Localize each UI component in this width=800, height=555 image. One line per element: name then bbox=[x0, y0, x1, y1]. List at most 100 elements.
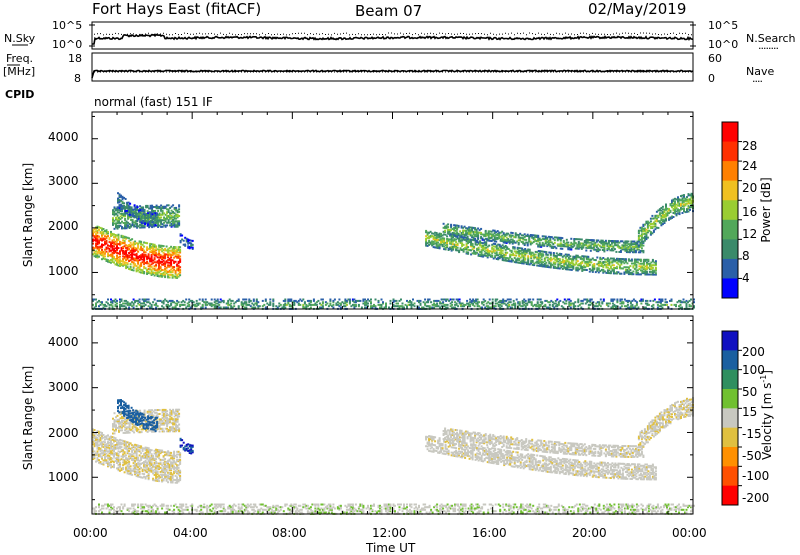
power-cell bbox=[477, 299, 479, 301]
power-cell bbox=[577, 260, 579, 262]
power-cell bbox=[478, 301, 480, 303]
freq-frame bbox=[92, 53, 693, 81]
power-cell bbox=[179, 274, 181, 276]
power-cell bbox=[436, 303, 438, 305]
power-cell bbox=[178, 208, 180, 210]
power-cell bbox=[381, 299, 383, 301]
power-cell bbox=[516, 299, 518, 301]
power-cell bbox=[647, 259, 649, 261]
power-cell bbox=[484, 300, 486, 302]
power-cell bbox=[332, 304, 334, 306]
power-cell bbox=[145, 304, 147, 306]
power-cell bbox=[107, 235, 109, 237]
power-cell bbox=[116, 300, 118, 302]
power-cell bbox=[95, 299, 97, 301]
velocity-cell bbox=[101, 432, 103, 434]
power-cell bbox=[130, 263, 132, 265]
power-cell bbox=[265, 299, 267, 301]
power-cell bbox=[631, 259, 633, 261]
power-cell bbox=[613, 264, 615, 266]
power-cell bbox=[113, 262, 115, 264]
power-cell bbox=[284, 307, 286, 309]
power-cell bbox=[304, 301, 306, 303]
power-cell bbox=[553, 252, 555, 254]
power-cell bbox=[529, 249, 531, 251]
power-cell bbox=[113, 245, 115, 247]
power-cell bbox=[457, 247, 459, 249]
power-cell bbox=[375, 299, 377, 301]
power-cell bbox=[412, 299, 414, 301]
power-cell bbox=[467, 252, 469, 254]
power-cell bbox=[661, 307, 663, 309]
power-cell bbox=[185, 299, 187, 301]
power-cell bbox=[598, 267, 600, 269]
power-cell bbox=[125, 198, 127, 200]
power-cell bbox=[355, 304, 357, 306]
power-cell bbox=[192, 247, 194, 249]
power-cell bbox=[481, 307, 483, 309]
power-cell bbox=[649, 300, 651, 302]
power-cell bbox=[223, 300, 225, 302]
power-cell bbox=[113, 256, 115, 258]
power-cell bbox=[173, 266, 175, 268]
power-cell bbox=[683, 208, 685, 210]
power-cell bbox=[179, 258, 181, 260]
power-cell bbox=[616, 299, 618, 301]
power-cell bbox=[491, 255, 493, 257]
power-cell bbox=[125, 307, 127, 309]
velocity-cell bbox=[133, 449, 135, 451]
power-cell bbox=[547, 254, 549, 256]
velocity-cell bbox=[128, 461, 130, 463]
power-cell bbox=[145, 251, 147, 253]
power-cell bbox=[130, 242, 132, 244]
power-cell bbox=[537, 235, 539, 237]
power-cell bbox=[640, 303, 642, 305]
velocity-cell bbox=[131, 474, 133, 476]
power-cell bbox=[250, 300, 252, 302]
power-cell bbox=[154, 210, 156, 212]
power-cell bbox=[554, 239, 556, 241]
power-cell bbox=[665, 204, 667, 206]
power-cell bbox=[118, 247, 120, 249]
power-cell bbox=[514, 246, 516, 248]
power-cell bbox=[101, 301, 103, 303]
power-cell bbox=[316, 304, 318, 306]
velocity-cell bbox=[103, 434, 105, 436]
power-cell bbox=[155, 303, 157, 305]
power-cell bbox=[640, 259, 642, 261]
power-cell bbox=[540, 299, 542, 301]
power-cell bbox=[193, 301, 195, 303]
power-cell bbox=[675, 304, 677, 306]
power-cell bbox=[691, 193, 693, 195]
velocity-cell bbox=[119, 462, 121, 464]
power-cell bbox=[641, 247, 643, 249]
power-cell bbox=[515, 255, 517, 257]
power-cell bbox=[179, 256, 181, 258]
power-cell bbox=[459, 299, 461, 301]
power-cell bbox=[272, 303, 274, 305]
power-cell bbox=[501, 305, 503, 307]
power-cell bbox=[539, 242, 541, 244]
velocity-cell bbox=[94, 451, 96, 453]
power-cell bbox=[661, 299, 663, 301]
power-cell bbox=[146, 242, 148, 244]
velocity-cell bbox=[109, 455, 111, 457]
power-cell bbox=[639, 242, 641, 244]
power-cell bbox=[133, 269, 135, 271]
power-cell bbox=[257, 301, 259, 303]
power-cell bbox=[144, 225, 146, 227]
power-cell bbox=[154, 257, 156, 259]
power-cell bbox=[98, 256, 100, 258]
power-cell bbox=[385, 303, 387, 305]
power-cell bbox=[443, 223, 445, 225]
power-cell bbox=[544, 304, 546, 306]
power-cell bbox=[142, 244, 144, 246]
power-cell bbox=[616, 266, 618, 268]
power-cell bbox=[541, 259, 543, 261]
power-cell bbox=[370, 299, 372, 301]
velocity-cell bbox=[112, 458, 114, 460]
power-cell bbox=[513, 300, 515, 302]
power-cell bbox=[642, 250, 644, 252]
power-cell bbox=[654, 299, 656, 301]
power-cell bbox=[496, 299, 498, 301]
